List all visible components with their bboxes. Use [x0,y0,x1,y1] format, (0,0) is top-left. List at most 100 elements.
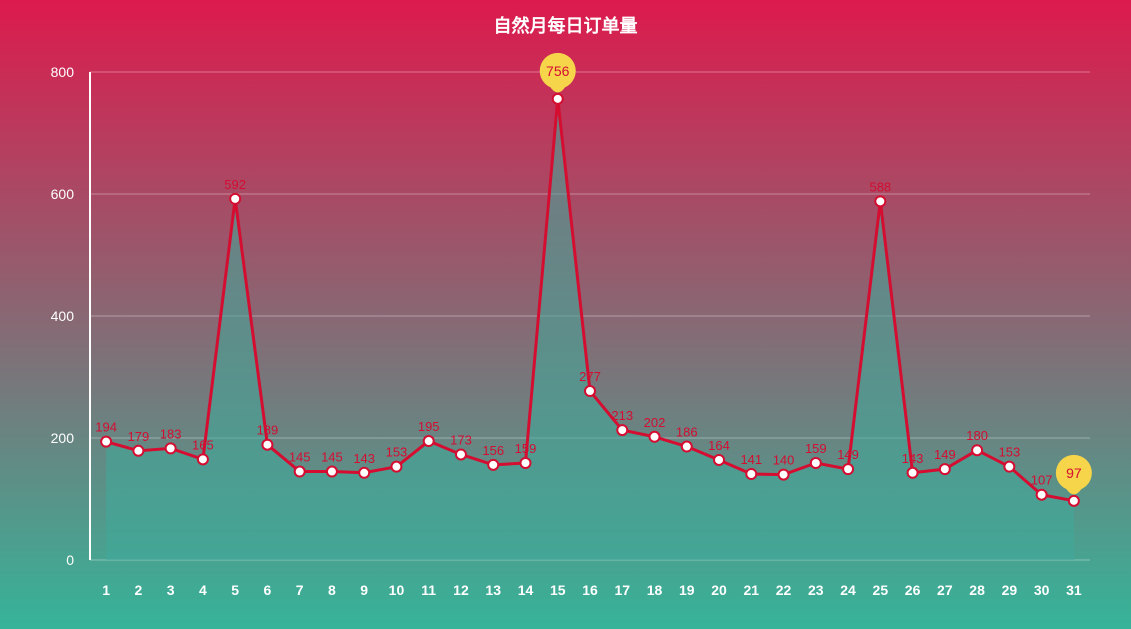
point-label: 156 [482,443,504,458]
point-label: 159 [515,441,537,456]
point-label: 194 [95,420,117,435]
data-point[interactable] [262,440,272,450]
x-tick-label: 30 [1034,582,1050,598]
data-point[interactable] [133,446,143,456]
point-label: 179 [128,429,150,444]
data-point[interactable] [295,467,305,477]
data-point[interactable] [230,194,240,204]
data-point[interactable] [746,469,756,479]
x-tick-label: 21 [744,582,760,598]
data-point[interactable] [166,443,176,453]
data-point[interactable] [1037,490,1047,500]
point-label: 159 [805,441,827,456]
y-tick-label: 800 [51,64,75,80]
data-point[interactable] [875,196,885,206]
point-label: 145 [289,450,311,465]
line-chart: 自然月每日订单量02004006008001234567891011121314… [0,0,1131,629]
point-label: 149 [837,447,859,462]
x-tick-label: 26 [905,582,921,598]
point-label: 165 [192,437,214,452]
point-label: 107 [1031,473,1053,488]
x-tick-label: 7 [296,582,304,598]
data-point[interactable] [908,468,918,478]
x-tick-label: 14 [518,582,534,598]
x-tick-label: 13 [485,582,501,598]
x-tick-label: 24 [840,582,856,598]
x-tick-label: 27 [937,582,953,598]
point-label: 277 [579,369,601,384]
point-label: 145 [321,450,343,465]
point-label: 189 [257,423,279,438]
x-tick-label: 16 [582,582,598,598]
x-tick-label: 12 [453,582,469,598]
point-label: 183 [160,426,182,441]
x-tick-label: 3 [167,582,175,598]
data-point[interactable] [843,464,853,474]
x-tick-label: 9 [360,582,368,598]
y-tick-label: 600 [51,186,75,202]
x-tick-label: 17 [614,582,630,598]
x-tick-label: 29 [1002,582,1018,598]
data-point[interactable] [424,436,434,446]
data-point[interactable] [617,425,627,435]
point-label: 141 [740,452,762,467]
x-tick-label: 31 [1066,582,1082,598]
x-tick-label: 28 [969,582,985,598]
data-point[interactable] [520,458,530,468]
data-point[interactable] [101,437,111,447]
point-label: 153 [999,445,1021,460]
point-label: 592 [224,177,246,192]
data-point[interactable] [972,445,982,455]
x-tick-label: 5 [231,582,239,598]
x-tick-label: 1 [102,582,110,598]
data-point[interactable] [650,432,660,442]
data-point[interactable] [553,94,563,104]
point-label: 164 [708,438,730,453]
x-tick-label: 22 [776,582,792,598]
marker-label: 756 [546,63,570,79]
point-label: 186 [676,425,698,440]
data-point[interactable] [682,442,692,452]
x-tick-label: 15 [550,582,566,598]
marker-label: 97 [1066,465,1082,481]
x-tick-label: 10 [389,582,405,598]
y-tick-label: 200 [51,430,75,446]
x-tick-label: 6 [264,582,272,598]
data-point[interactable] [940,464,950,474]
data-point[interactable] [198,454,208,464]
data-point[interactable] [1069,496,1079,506]
data-point[interactable] [714,455,724,465]
point-label: 143 [353,451,375,466]
x-tick-label: 18 [647,582,663,598]
x-tick-label: 11 [421,582,436,598]
x-tick-label: 19 [679,582,695,598]
point-label: 149 [934,447,956,462]
data-point[interactable] [585,386,595,396]
data-point[interactable] [1004,462,1014,472]
data-point[interactable] [779,470,789,480]
point-label: 180 [966,428,988,443]
data-point[interactable] [488,460,498,470]
y-tick-label: 400 [51,308,75,324]
data-point[interactable] [811,458,821,468]
point-label: 195 [418,419,440,434]
point-label: 202 [644,415,666,430]
data-point[interactable] [327,467,337,477]
point-label: 143 [902,451,924,466]
x-tick-label: 20 [711,582,727,598]
x-tick-label: 2 [134,582,142,598]
point-label: 213 [611,408,633,423]
data-point[interactable] [456,449,466,459]
point-label: 588 [869,179,891,194]
data-point[interactable] [359,468,369,478]
x-tick-label: 23 [808,582,824,598]
point-label: 173 [450,432,472,447]
point-label: 140 [773,453,795,468]
data-point[interactable] [391,462,401,472]
chart-title: 自然月每日订单量 [494,15,638,36]
x-tick-label: 4 [199,582,207,598]
x-tick-label: 8 [328,582,336,598]
y-tick-label: 0 [66,552,74,568]
x-tick-label: 25 [873,582,889,598]
point-label: 153 [386,445,408,460]
